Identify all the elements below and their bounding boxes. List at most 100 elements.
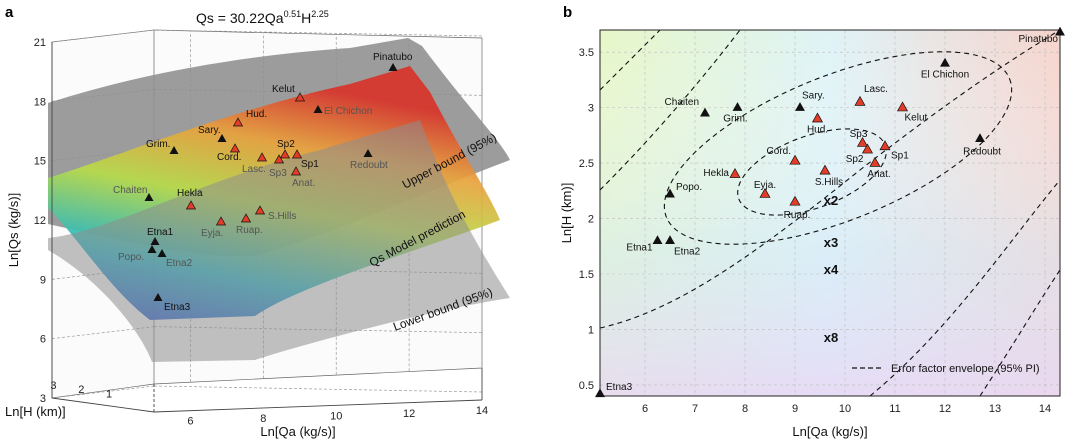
point-label: Sary.	[802, 91, 825, 102]
point-label: Chaiten	[665, 97, 699, 108]
point-label: Etna2	[166, 258, 193, 269]
x-tick-label: 12	[403, 408, 415, 420]
y-tick-label: 12	[34, 215, 46, 227]
panel-b: b x2 x3 x4 x8 6 7 8 9 10 11 12 13 14 0.5 1 1.5 2 2.5 3 3.5…	[559, 4, 1065, 439]
x-tick-label: 12	[939, 403, 951, 415]
envelope-x4-upper	[599, 29, 1061, 329]
left-wall-gridline	[51, 385, 155, 399]
panel-b-ylabel: Ln[H (km)]	[559, 183, 574, 244]
point-marker	[789, 195, 801, 206]
point-label: Cord.	[767, 146, 791, 157]
y-tick-label: 2	[588, 214, 594, 226]
envelope-label: x3	[824, 235, 838, 250]
y-tick-label: 1	[588, 324, 594, 336]
x-tick-label: 7	[692, 403, 698, 415]
point-marker	[290, 166, 302, 176]
point-label: Sp3	[850, 129, 868, 140]
point-marker	[732, 102, 743, 111]
point-label: Hud.	[246, 109, 267, 120]
point-label: Etna3	[164, 302, 191, 313]
point-marker	[313, 105, 323, 113]
point-marker	[144, 193, 154, 201]
y-tick-label: 2.5	[579, 158, 594, 170]
point-label: Kelut	[272, 84, 295, 95]
envelope-x8-left	[599, 29, 661, 91]
point-marker	[363, 149, 373, 157]
point-label: Anat.	[292, 178, 315, 189]
point-marker	[759, 187, 771, 198]
point-label: Etna2	[674, 247, 701, 258]
point-marker	[940, 57, 950, 67]
point-label: S.Hills	[268, 211, 296, 222]
point-label: Hekla	[177, 188, 203, 199]
x-tick-label: 10	[839, 403, 851, 415]
point-label: Etna1	[147, 227, 174, 238]
point-marker	[254, 205, 266, 215]
point-label: Anat.	[867, 169, 890, 180]
back-wall-gridline	[153, 385, 483, 393]
left-wall-gridline	[51, 29, 155, 43]
x-tick-label: 11	[889, 403, 900, 415]
panel-a-zlabel: Ln[H (km)]	[5, 404, 66, 419]
x-tick-label: 9	[792, 403, 798, 415]
envelope-label: x2	[824, 193, 838, 208]
x-tick-label: 6	[642, 403, 648, 415]
point-marker	[217, 134, 227, 142]
z-tick-label: 3	[50, 380, 56, 392]
point-label: Sp2	[277, 139, 295, 150]
panel-a-xlabel: Ln[Qa (kg/s)]	[260, 424, 335, 439]
point-label: Pinatubo	[1019, 34, 1059, 45]
envelope-label: x8	[824, 330, 838, 345]
point-marker	[665, 235, 675, 245]
point-marker	[215, 216, 227, 226]
panel-a-ylabel: Ln[Qs (kg/s)]	[6, 193, 21, 267]
point-label: Eyja.	[754, 180, 776, 191]
point-marker	[595, 388, 605, 398]
point-marker	[789, 154, 801, 165]
point-marker	[811, 112, 824, 123]
legend-label: Error factor envelope (95% PI)	[891, 363, 1040, 375]
equation-title: Qs = 30.22Qa0.51H2.25	[196, 9, 329, 26]
z-tick-label: 1	[106, 388, 112, 400]
y-tick-label: 3	[588, 103, 594, 115]
point-marker	[157, 249, 167, 257]
point-label: Etna3	[606, 382, 633, 393]
x-tick-label: 14	[1039, 403, 1051, 415]
x-tick-label: 8	[260, 413, 266, 425]
x-tick-label: 6	[187, 416, 193, 428]
point-label: Popo.	[118, 252, 144, 263]
point-label: Hud.	[807, 125, 828, 136]
plot-frame	[599, 29, 1061, 397]
point-marker	[294, 92, 306, 102]
y-tick-label: 15	[34, 156, 46, 168]
point-label: S.Hills	[815, 177, 843, 188]
point-label: Chaiten	[113, 185, 147, 196]
point-label: Sp2	[846, 154, 864, 165]
point-marker	[279, 149, 291, 159]
envelope-x8-right	[979, 269, 1061, 397]
point-marker	[896, 101, 909, 112]
point-marker	[240, 213, 252, 223]
point-marker	[975, 133, 985, 142]
point-marker	[232, 117, 244, 127]
envelope-x4-right	[869, 179, 1061, 397]
point-label: Grim.	[723, 114, 747, 125]
point-marker	[665, 188, 675, 198]
y-tick-label: 3.5	[579, 47, 594, 59]
panel-a: a Qs = 30.22Qa0.51H2.25 Upper bound (95%…	[5, 4, 510, 439]
y-tick-label: 9	[40, 274, 46, 286]
legend: Error factor envelope (95% PI)	[852, 363, 1040, 375]
point-label: Lasc.	[242, 164, 266, 175]
point-marker	[700, 107, 710, 117]
point-marker	[150, 237, 160, 245]
panel-a-letter: a	[5, 4, 14, 21]
point-marker	[861, 143, 874, 154]
x-tick-label: 14	[476, 405, 488, 417]
envelope-x3	[663, 51, 1013, 245]
point-label: Sp1	[891, 150, 909, 161]
point-marker	[856, 136, 869, 147]
lower-bound-surface	[48, 120, 510, 362]
point-marker	[869, 156, 881, 167]
error-envelopes	[599, 29, 1061, 397]
point-label: Redoubt	[963, 147, 1001, 158]
